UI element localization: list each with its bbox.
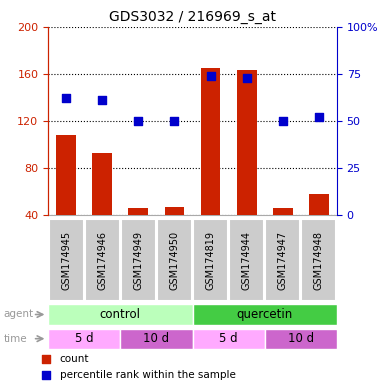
Point	[244, 74, 250, 81]
Text: GSM174946: GSM174946	[97, 231, 107, 290]
Text: GSM174944: GSM174944	[242, 231, 252, 290]
Point	[99, 97, 105, 103]
Bar	[229, 219, 264, 301]
Point	[43, 372, 49, 378]
Text: GSM174948: GSM174948	[314, 231, 324, 290]
Bar	[85, 219, 120, 301]
Point	[316, 114, 322, 120]
Bar	[265, 219, 300, 301]
Bar	[92, 153, 112, 215]
Text: count: count	[60, 354, 89, 364]
Bar	[48, 305, 192, 324]
Text: GSM174819: GSM174819	[206, 231, 216, 290]
Bar	[164, 207, 184, 215]
Point	[43, 356, 49, 362]
Bar	[56, 135, 76, 215]
Bar	[192, 305, 337, 324]
Text: GSM174945: GSM174945	[61, 231, 71, 290]
Bar	[193, 219, 228, 301]
Bar	[48, 329, 120, 349]
Point	[135, 118, 141, 124]
Bar	[265, 329, 337, 349]
Bar	[201, 68, 221, 215]
Bar	[129, 208, 148, 215]
Text: GSM174950: GSM174950	[169, 231, 179, 290]
Bar	[273, 208, 293, 215]
Title: GDS3032 / 216969_s_at: GDS3032 / 216969_s_at	[109, 10, 276, 25]
Text: agent: agent	[4, 310, 34, 319]
Text: percentile rank within the sample: percentile rank within the sample	[60, 370, 236, 380]
Point	[171, 118, 177, 124]
Bar	[301, 219, 336, 301]
Point	[280, 118, 286, 124]
Text: control: control	[100, 308, 141, 321]
Point	[63, 95, 69, 101]
Bar	[49, 219, 84, 301]
Point	[208, 73, 214, 79]
Text: GSM174949: GSM174949	[133, 231, 143, 290]
Text: GSM174947: GSM174947	[278, 231, 288, 290]
Bar	[121, 219, 156, 301]
Bar	[192, 329, 265, 349]
Bar	[157, 219, 192, 301]
Bar	[309, 194, 329, 215]
Bar	[237, 70, 256, 215]
Bar	[120, 329, 192, 349]
Text: 10 d: 10 d	[288, 332, 314, 345]
Text: 10 d: 10 d	[143, 332, 169, 345]
Text: quercetin: quercetin	[236, 308, 293, 321]
Text: 5 d: 5 d	[219, 332, 238, 345]
Text: time: time	[4, 334, 27, 344]
Text: 5 d: 5 d	[75, 332, 94, 345]
